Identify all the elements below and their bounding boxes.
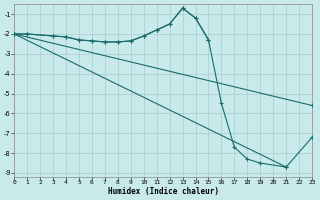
- X-axis label: Humidex (Indice chaleur): Humidex (Indice chaleur): [108, 187, 219, 196]
